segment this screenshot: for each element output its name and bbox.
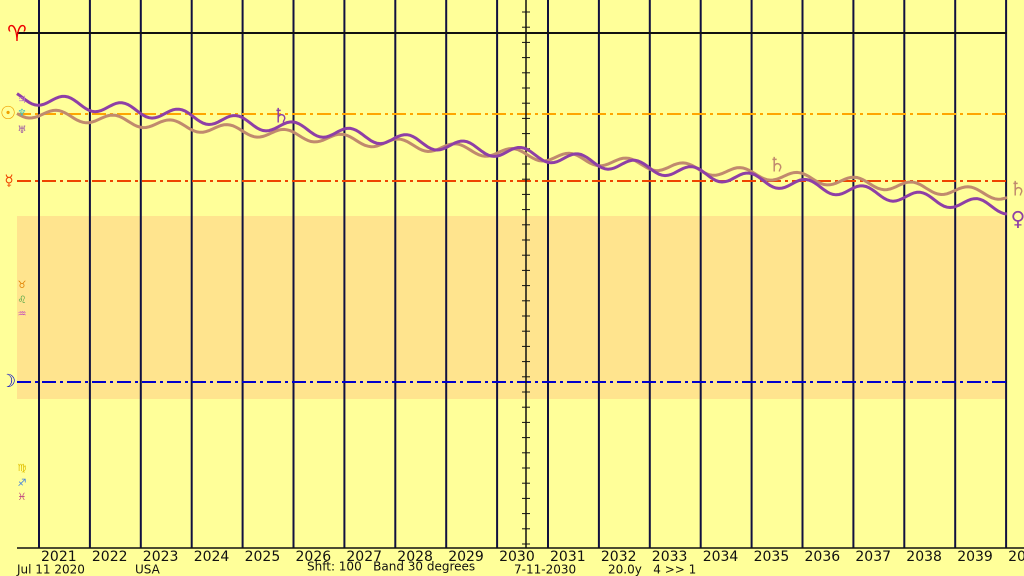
year-label: 2037 xyxy=(855,549,891,565)
glyph: ♌ xyxy=(18,295,27,306)
glyph: ♉ xyxy=(18,280,27,291)
year-label: 2031 xyxy=(550,549,586,565)
glyph: ♃ xyxy=(18,95,27,106)
year-label: 2035 xyxy=(754,549,790,565)
year-label: 2038 xyxy=(906,549,942,565)
year-label: 2030 xyxy=(499,549,535,565)
year-label: 2024 xyxy=(194,549,230,565)
year-label: 2033 xyxy=(652,549,688,565)
glyph: ♐ xyxy=(18,478,27,489)
year-label: 2032 xyxy=(601,549,637,565)
year-label: 2027 xyxy=(346,549,382,565)
year-label: 2029 xyxy=(448,549,484,565)
year-label: 2026 xyxy=(296,549,332,565)
glyph: ☽ xyxy=(0,371,16,392)
footer-date: Jul 11 2020 xyxy=(16,563,85,576)
glyph: ☉ xyxy=(0,103,16,124)
glyph: ☿ xyxy=(4,172,13,190)
glyph: ♍ xyxy=(18,463,27,474)
footer-end-date: 7-11-2030 xyxy=(514,563,576,576)
glyph: ♄ xyxy=(768,153,786,177)
year-label: 20 xyxy=(1008,549,1024,565)
year-label: 2028 xyxy=(397,549,433,565)
glyph: ♄ xyxy=(1009,177,1024,201)
curve-purple xyxy=(16,92,1008,216)
footer-settings: Shft: 100 Band 30 degrees xyxy=(307,560,475,574)
glyph: ♆ xyxy=(18,108,27,119)
year-label: 2021 xyxy=(41,549,77,565)
year-label: 2034 xyxy=(703,549,739,565)
year-label: 2036 xyxy=(805,549,841,565)
year-label: 2025 xyxy=(245,549,281,565)
year-label: 2022 xyxy=(92,549,128,565)
year-label: 2023 xyxy=(143,549,179,565)
band xyxy=(17,216,1007,399)
glyph: ♀ xyxy=(1011,207,1024,231)
footer-place: USA xyxy=(135,563,161,576)
footer-span: 20.0y 4 >> 1 xyxy=(608,563,696,576)
glyph: ♒ xyxy=(18,309,27,320)
glyph: ♈ xyxy=(7,22,27,47)
glyph: ♄ xyxy=(272,104,290,128)
year-label: 2039 xyxy=(957,549,993,565)
glyph: ♓ xyxy=(18,492,27,503)
glyph: ♅ xyxy=(18,125,27,136)
